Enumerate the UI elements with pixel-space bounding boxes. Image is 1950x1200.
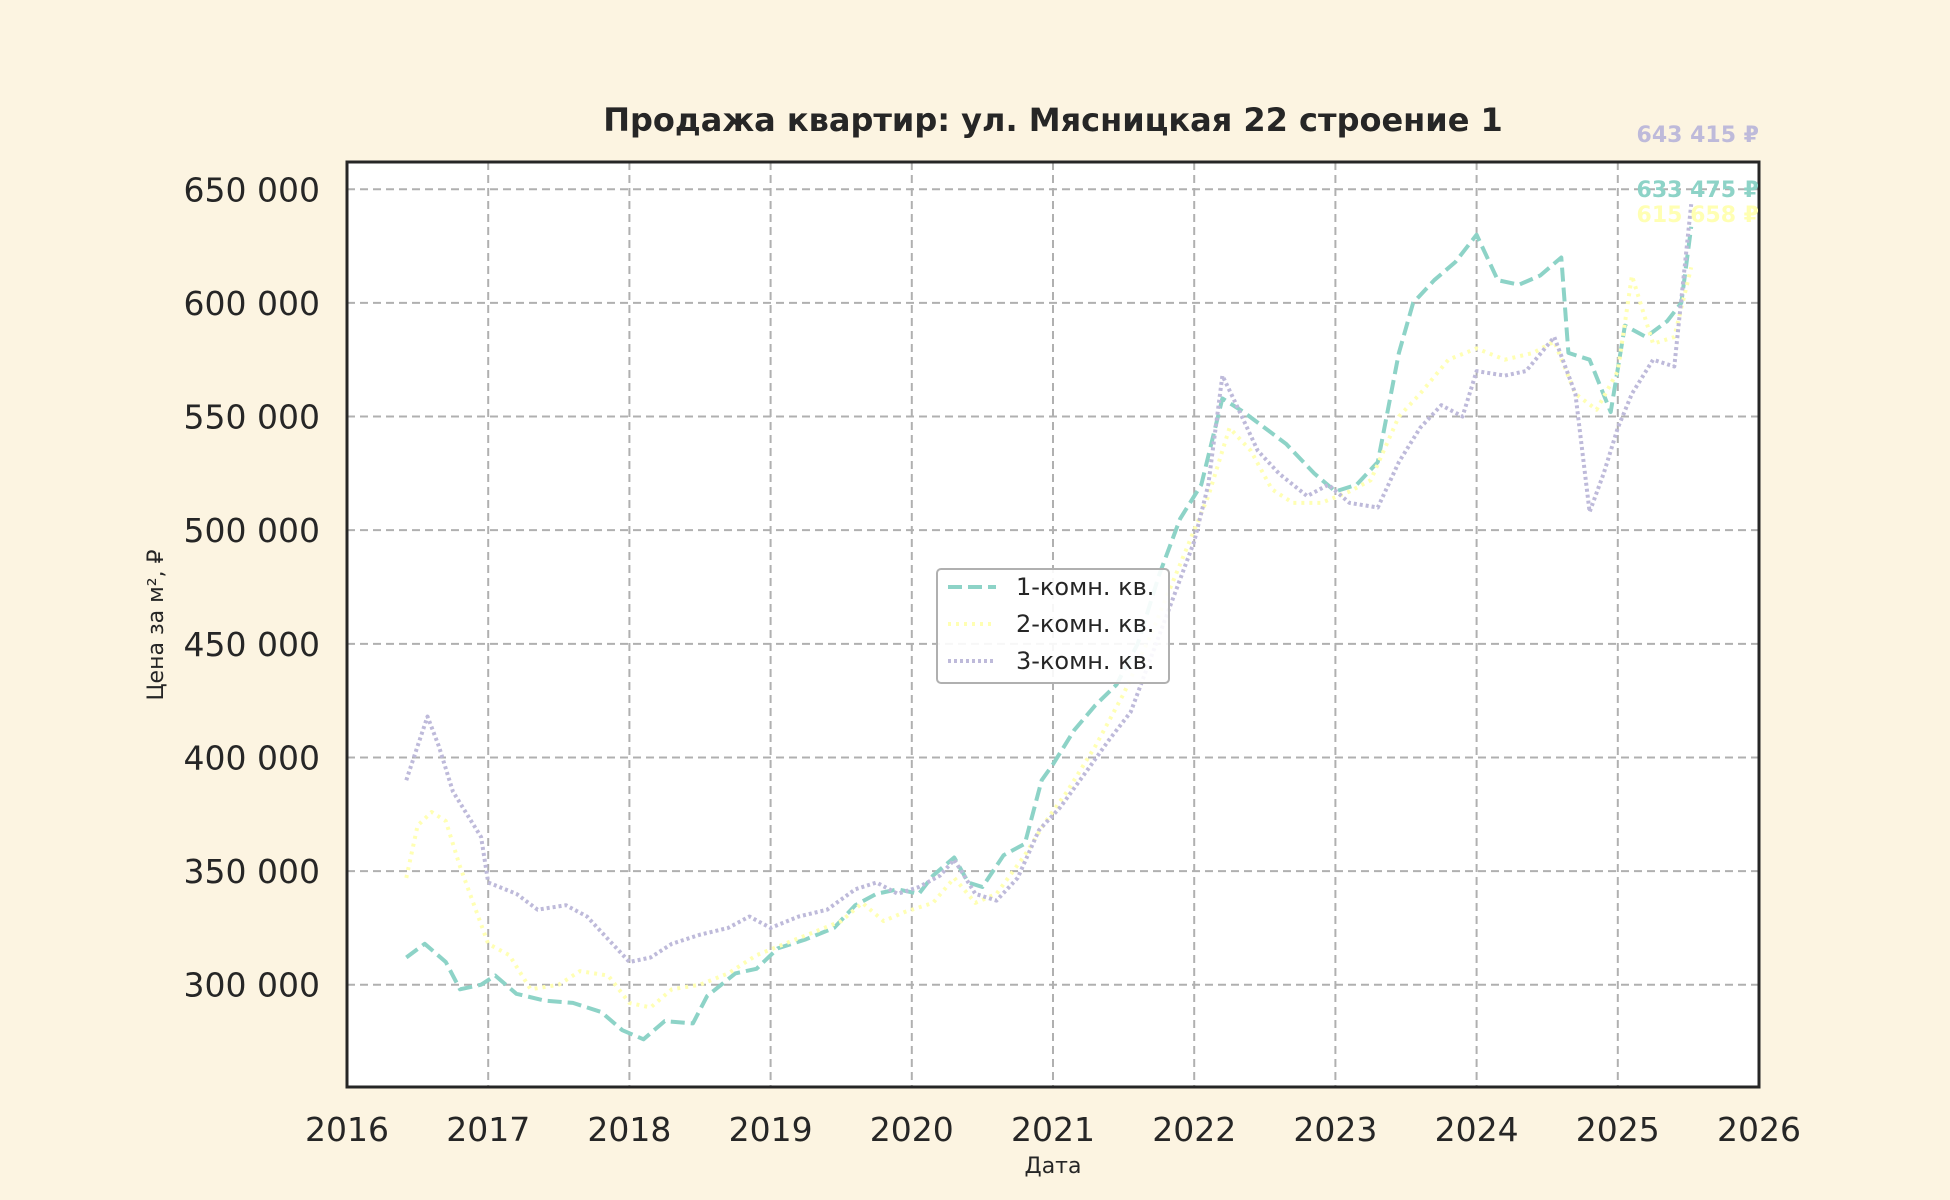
y-tick-label: 600 000 [184,284,320,323]
x-tick-label: 2019 [729,1110,813,1149]
x-tick-label: 2023 [1293,1110,1377,1149]
y-axis-label: Цена за м², ₽ [144,549,169,700]
y-ticks: 300 000 350 000 400 000 450 000 500 000 550 0… [184,170,320,1004]
series-end-label-2: 615 658 ₽ [1637,203,1759,228]
x-tick-label: 2018 [587,1110,671,1149]
legend-label-1: 1-комн. кв. [1016,573,1154,601]
x-tick-label: 2026 [1717,1110,1801,1149]
x-tick-label: 2024 [1435,1110,1519,1149]
legend-label-2: 2-комн. кв. [1016,610,1154,638]
y-tick-label: 650 000 [184,170,320,209]
end-labels: 633 475 ₽615 658 ₽ 643 415 ₽ [1637,123,1759,228]
x-tick-label: 2016 [305,1110,389,1149]
legend: 1-комн. кв. 2-комн. кв. 3-комн. кв. [936,568,1170,684]
y-tick-label: 550 000 [184,398,320,437]
x-tick-label: 2021 [1011,1110,1095,1149]
x-tick-label: 2017 [446,1110,530,1149]
series-end-label-1: 633 475 ₽ [1637,178,1759,203]
series-line-1 [405,226,1694,1042]
x-tick-label: 2025 [1576,1110,1660,1149]
y-tick-label: 450 000 [184,625,320,664]
series-line-2 [404,266,1694,1010]
y-tick-label: 400 000 [184,738,320,777]
x-ticks: 2016 2017 2018 2019 2020 2021 2022 2023 2024 2025… [305,1110,1801,1149]
legend-box [936,568,1170,684]
series-line-3 [404,203,1694,964]
series-end-label-3: 643 415 ₽ [1637,123,1759,148]
x-tick-label: 2022 [1152,1110,1236,1149]
plot-frame [345,160,1761,1089]
legend-label-3: 3-комн. кв. [1016,647,1154,675]
series-layer [404,203,1694,1042]
x-axis-label: Дата [1025,1154,1082,1179]
x-tick-label: 2020 [870,1110,954,1149]
y-tick-label: 350 000 [184,852,320,891]
y-tick-label: 500 000 [184,511,320,550]
chart-title: Продажа квартир: ул. Мясницкая 22 строен… [603,101,1503,139]
y-tick-label: 300 000 [184,966,320,1005]
